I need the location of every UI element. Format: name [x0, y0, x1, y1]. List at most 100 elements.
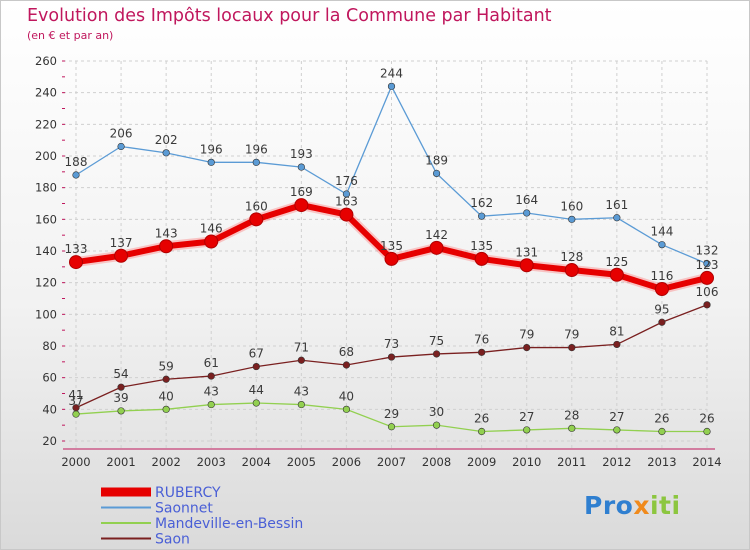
data-label: 71: [294, 340, 309, 354]
data-label: 26: [699, 412, 714, 426]
data-point: [162, 375, 170, 383]
data-label: 244: [380, 66, 403, 80]
x-tick-label: 2002: [152, 455, 181, 469]
data-point: [252, 158, 260, 166]
data-point: [613, 214, 621, 222]
data-label: 61: [204, 356, 219, 370]
data-point: [72, 171, 80, 179]
data-label: 193: [290, 147, 313, 161]
data-point: [523, 343, 531, 352]
data-point: [69, 255, 83, 270]
data-point: [700, 270, 714, 285]
data-point: [72, 410, 80, 418]
data-point: [658, 241, 666, 249]
data-label: 162: [470, 196, 493, 210]
data-label: 73: [384, 337, 399, 351]
data-point: [658, 318, 666, 326]
data-point: [339, 207, 354, 222]
data-label: 163: [335, 195, 358, 209]
data-label: 206: [110, 127, 133, 141]
series-mandeville-en-bessin: [72, 399, 711, 436]
data-label: 79: [564, 328, 579, 342]
data-point: [162, 405, 170, 413]
data-point: [117, 407, 125, 415]
data-point: [342, 361, 351, 369]
data-point: [474, 251, 489, 266]
x-tick-label: 2011: [557, 455, 586, 469]
data-point: [613, 426, 621, 434]
data-label: 37: [68, 394, 83, 408]
y-tick-label: 140: [35, 244, 57, 258]
data-label: 26: [654, 412, 669, 426]
data-point: [613, 340, 621, 349]
data-label: 67: [249, 347, 264, 361]
data-label: 26: [474, 412, 489, 426]
chart-subtitle: (en € et par an): [27, 29, 114, 42]
data-point: [568, 424, 576, 432]
data-label: 81: [609, 324, 624, 338]
data-label: 202: [155, 133, 178, 147]
data-point: [297, 400, 305, 409]
data-label: 125: [605, 255, 628, 269]
data-point: [564, 263, 579, 277]
data-point: [207, 372, 215, 380]
data-label: 137: [110, 236, 133, 250]
data-label: 133: [65, 242, 88, 256]
data-label: 169: [290, 185, 313, 199]
data-label: 135: [470, 239, 493, 253]
data-point: [342, 405, 351, 413]
y-tick-label: 60: [42, 371, 57, 385]
y-tick-label: 160: [35, 212, 57, 226]
data-label: 68: [339, 345, 354, 359]
data-point: [703, 301, 711, 309]
legend-label: RUBERCY: [155, 485, 221, 501]
data-label: 43: [204, 385, 219, 399]
data-point: [523, 209, 531, 217]
data-label: 143: [155, 226, 178, 240]
y-tick-label: 120: [35, 276, 57, 290]
y-tick-label: 100: [35, 307, 57, 321]
data-label: 27: [609, 410, 624, 424]
data-point: [162, 149, 170, 157]
data-point: [117, 383, 125, 391]
data-label: 76: [474, 332, 489, 346]
data-label: 30: [429, 405, 444, 419]
data-point: [207, 158, 215, 166]
x-tick-label: 2007: [377, 455, 406, 469]
legend-label: Saon: [155, 532, 190, 548]
chart-title: Evolution des Impôts locaux pour la Comm…: [27, 6, 552, 26]
series: [69, 82, 714, 436]
data-label: 27: [519, 410, 534, 424]
data-point: [703, 260, 711, 268]
data-label: 40: [159, 389, 174, 403]
x-tick-label: 2003: [197, 455, 226, 469]
data-point: [297, 356, 305, 364]
x-tick-label: 2012: [602, 455, 631, 469]
data-point: [568, 343, 576, 352]
logo-part-3: iti: [649, 491, 681, 520]
y-tick-label: 40: [42, 402, 57, 416]
data-label: 161: [605, 198, 628, 212]
legend-label: Mandeville-en-Bessin: [155, 516, 303, 532]
data-point: [654, 282, 669, 296]
y-tick-label: 260: [35, 54, 57, 68]
data-label: 59: [159, 359, 174, 373]
series-saon: [72, 301, 711, 412]
x-tick-label: 2006: [332, 455, 361, 469]
series-saonnet: [72, 82, 711, 268]
y-tick-label: 240: [35, 86, 57, 100]
data-point: [384, 251, 399, 266]
data-label: 106: [696, 285, 719, 299]
data-point: [478, 212, 486, 220]
data-point: [387, 353, 396, 361]
series-rubercy: [69, 198, 714, 296]
data-point: [117, 142, 125, 151]
data-label: 40: [339, 389, 354, 403]
y-tick-label: 20: [42, 434, 57, 448]
legend-label: Saonnet: [155, 501, 213, 517]
data-label: 142: [425, 228, 448, 242]
y-tick-label: 180: [35, 181, 57, 195]
